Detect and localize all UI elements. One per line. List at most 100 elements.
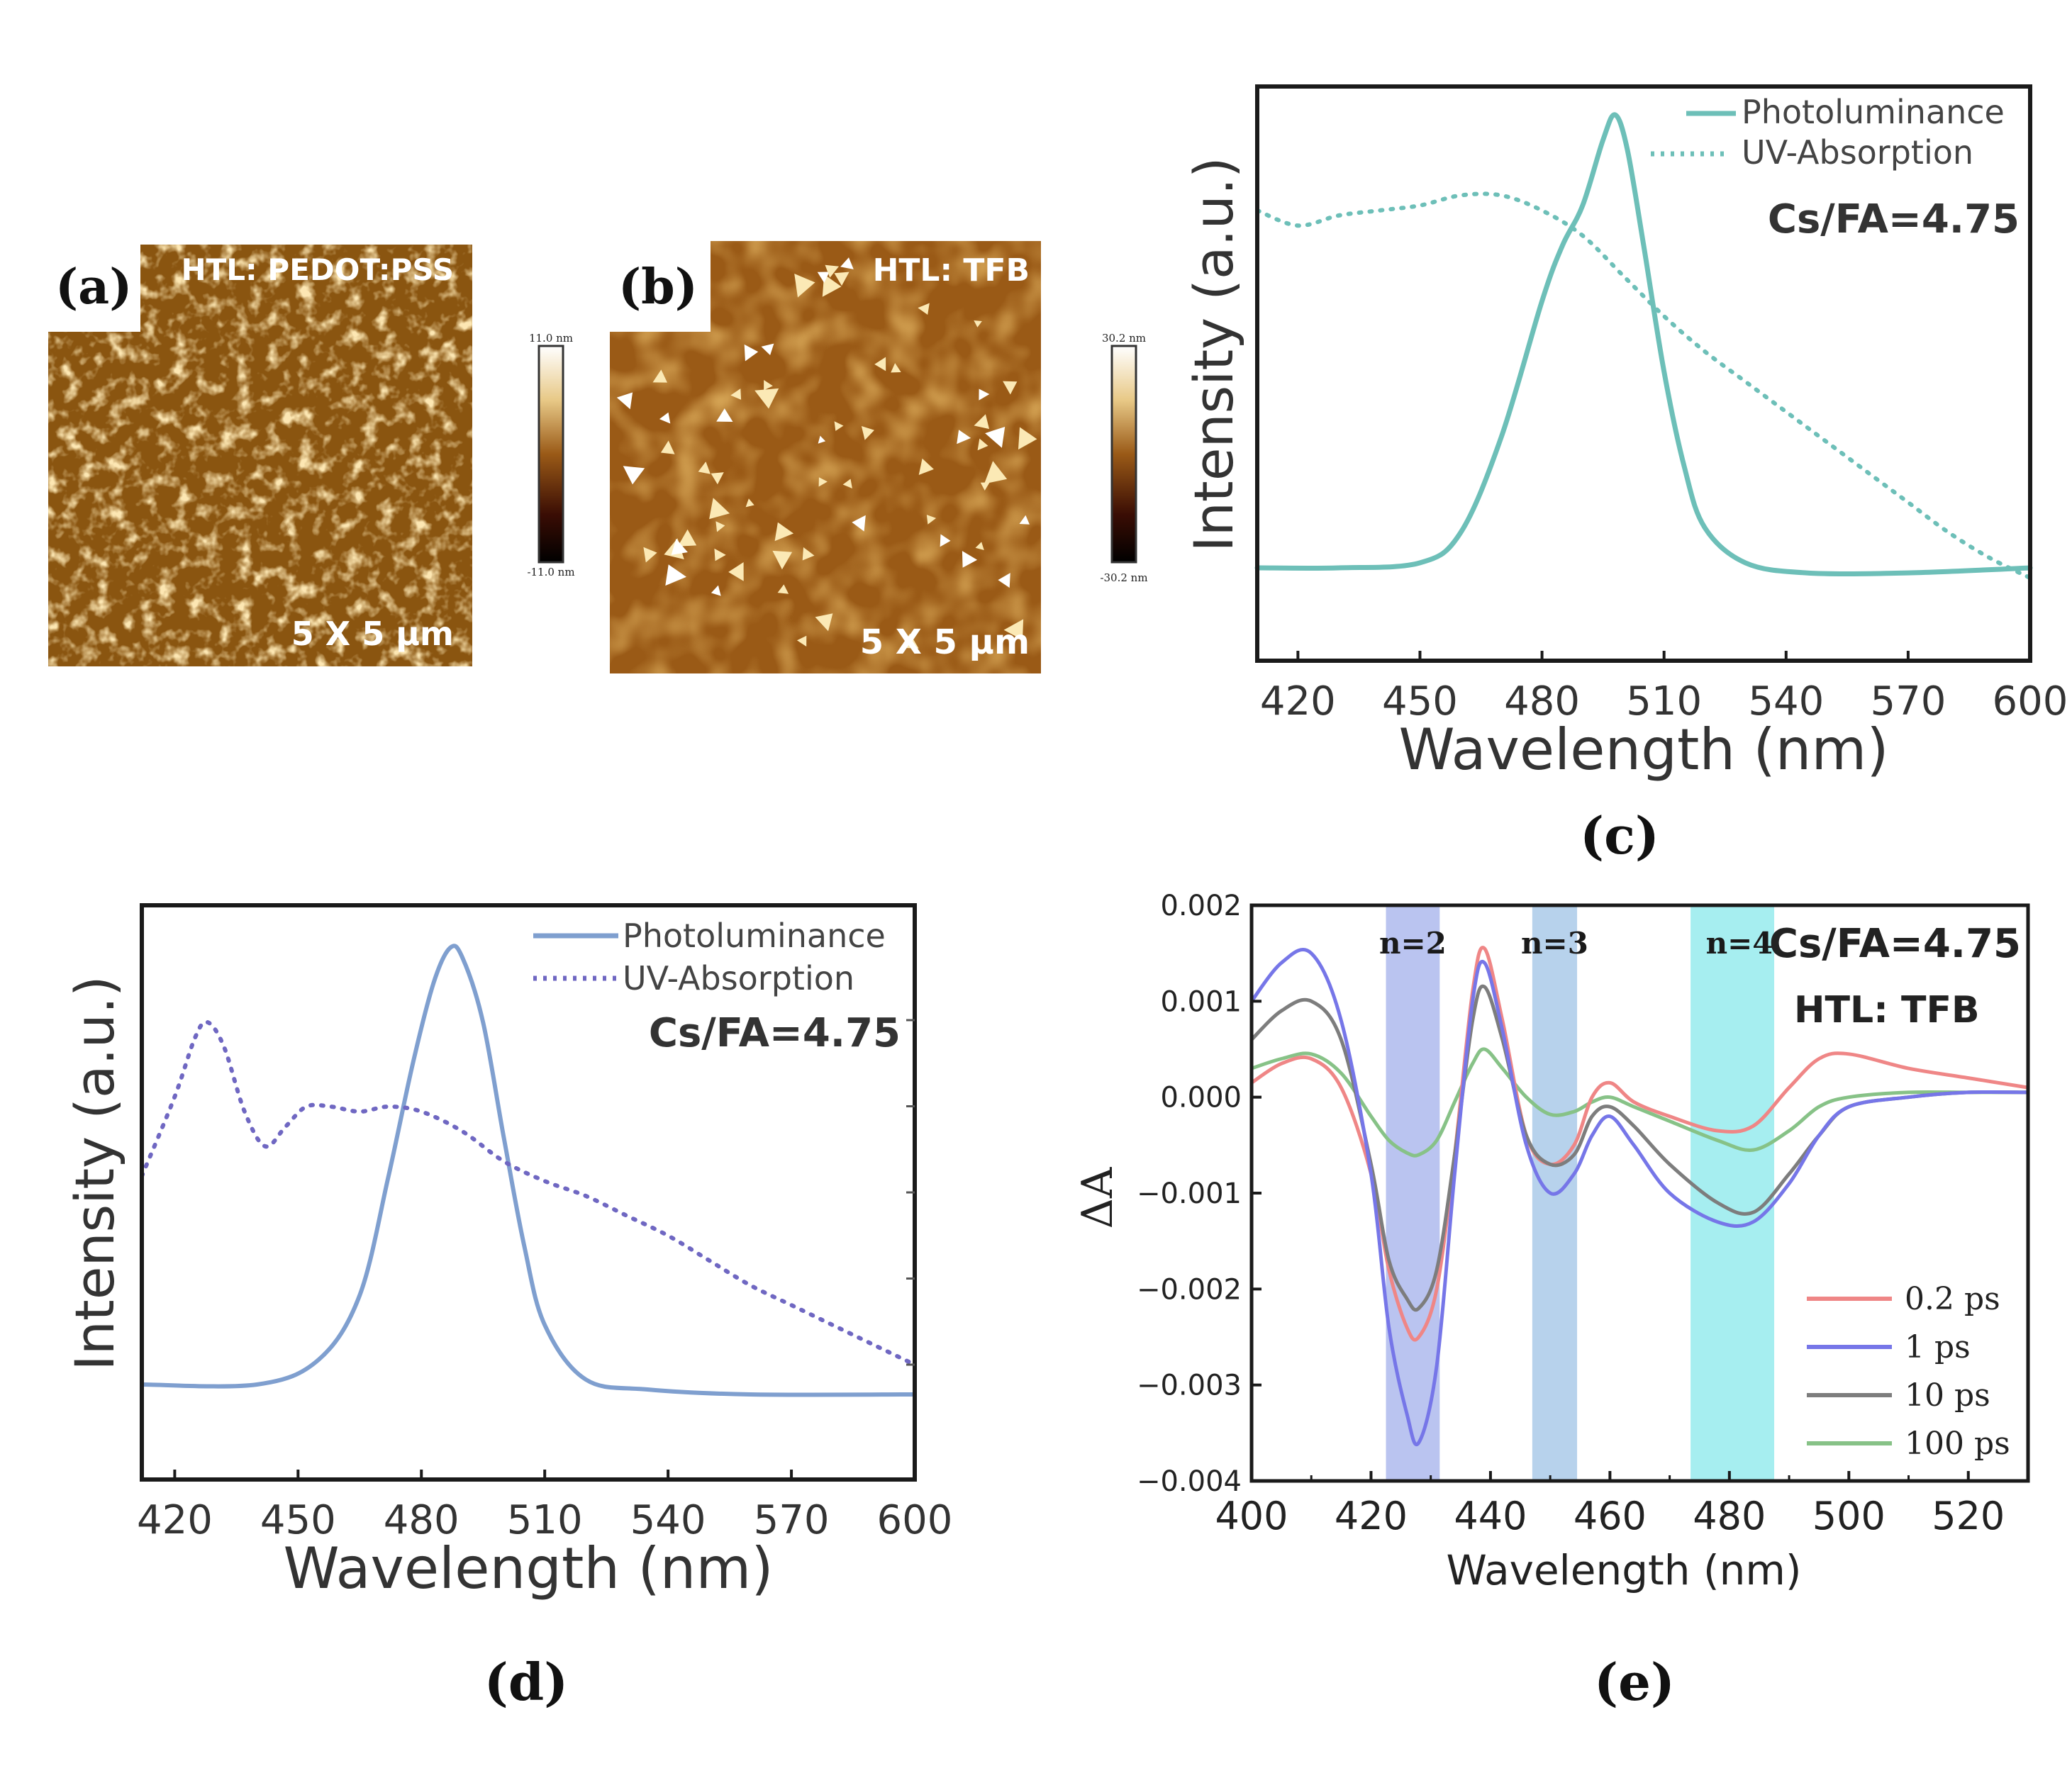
afm-grain [623, 466, 645, 485]
x-tick-label-d-6: 600 [877, 1497, 953, 1543]
afm-grain [643, 547, 657, 563]
band-label-n-2: n=2 [1379, 926, 1447, 961]
x-tick-label-e-4: 480 [1693, 1494, 1766, 1538]
afm-grain [825, 264, 839, 278]
legend-c-abs-label: UV-Absorption [1742, 133, 1973, 172]
afm-grain [957, 430, 971, 444]
afm-grain [660, 440, 675, 454]
x-tick-label-c-0: 420 [1260, 678, 1336, 725]
y-tick-label-e-0: 0.002 [1160, 890, 1242, 922]
afm-grain [834, 272, 850, 286]
y-tick-label-e-4: −0.002 [1137, 1273, 1242, 1306]
afm-grain [774, 522, 794, 542]
chart-e-annotation-1: Cs/FA=4.75 [1769, 921, 2021, 967]
afm-grain [794, 274, 815, 298]
afm-grain [754, 388, 779, 409]
x-tick-label-d-3: 510 [507, 1497, 583, 1543]
chart-e-plot [1250, 946, 2029, 1446]
x-tick-label-d-2: 480 [384, 1497, 459, 1543]
series-d-photoluminance [140, 944, 917, 1397]
colorbar-a-bottom: -11.0 nm [527, 566, 574, 578]
y-tick-label-e-2: 0.000 [1160, 1082, 1242, 1114]
y-tick-label-e-5: −0.003 [1137, 1370, 1242, 1402]
colorbar-b-bottom: -30.2 nm [1100, 571, 1147, 584]
afm-grain [998, 573, 1010, 588]
colorbar-b [1110, 345, 1137, 564]
series-e-100-ps [1251, 1047, 2028, 1158]
x-tick-label-c-5: 570 [1870, 678, 1946, 725]
series-c-uv-absorption [1255, 191, 2032, 581]
legend-d-abs-label: UV-Absorption [623, 959, 854, 997]
afm-grain [979, 388, 990, 401]
afm-grain [714, 548, 726, 561]
afm-grains-b [616, 247, 1037, 649]
afm-grain [891, 363, 901, 373]
chart-e-annotation-2: HTL: TFB [1794, 989, 1980, 1031]
chart-d-x-ticks: 420 450 480 510 540 570 600 [137, 1019, 953, 1543]
afm-grain [984, 461, 1008, 484]
afm-grain [802, 547, 815, 561]
afm-grain [861, 426, 874, 440]
afm-panel-b: (b) HTL: TFB 5 X 5 μm 30.2 nm -30.2 nm [610, 241, 1148, 673]
band-n-2 [1386, 905, 1440, 1481]
afm-grain [796, 635, 807, 647]
x-tick-label-c-1: 450 [1382, 678, 1458, 725]
afm-grain [834, 421, 844, 431]
afm-grain [728, 562, 744, 581]
afm-title-b: HTL: TFB [873, 252, 1030, 289]
chart-d-panel-label: (d) [484, 1652, 568, 1712]
y-tick-label-e-3: −0.001 [1137, 1178, 1242, 1210]
afm-panel-a: (a) HTL: PEDOT:PSS 5 X 5 μm 11.0 nm -11.… [48, 245, 575, 666]
x-tick-label-e-6: 520 [1932, 1494, 2005, 1538]
afm-grain [977, 438, 988, 451]
chart-d-ylabel: Intensity (a.u.) [63, 975, 126, 1370]
afm-grain [1018, 427, 1037, 450]
afm-grain [980, 482, 990, 491]
chart-c-frame [1255, 84, 2032, 663]
afm-grain [715, 521, 725, 532]
x-tick-label-d-5: 570 [754, 1497, 830, 1543]
afm-grain [874, 357, 886, 371]
x-tick-label-c-3: 510 [1626, 678, 1702, 725]
chart-e-ylabel: ΔA [1073, 1167, 1123, 1229]
chart-e-x-ticks: 400 420 440 460 480 500 520 [1215, 1471, 2029, 1538]
chart-e-panel-label: (e) [1594, 1652, 1675, 1712]
afm-grain [918, 458, 934, 475]
series-e-1-ps [1250, 947, 2029, 1446]
afm-grain [659, 412, 671, 424]
afm-grain [842, 479, 852, 488]
afm-title-a: HTL: PEDOT:PSS [181, 252, 454, 287]
afm-grain [852, 515, 866, 532]
band-label-n-4: n=4 [1706, 926, 1773, 961]
x-tick-label-e-3: 460 [1574, 1494, 1647, 1538]
afm-grain [818, 477, 828, 487]
afm-grain [974, 414, 989, 430]
afm-grain [975, 542, 984, 550]
afm-letter-b: (b) [618, 259, 698, 315]
afm-grain [962, 551, 978, 568]
afm-grain [940, 534, 951, 547]
afm-grain [698, 462, 711, 474]
x-tick-label-e-5: 500 [1812, 1494, 1886, 1538]
afm-grain [974, 320, 982, 328]
chart-c-xlabel: Wavelength (nm) [1398, 717, 1888, 783]
x-tick-label-e-1: 420 [1335, 1494, 1408, 1538]
chart-d: 420 450 480 510 540 570 600 Wavelength (nm) In… [63, 903, 953, 1712]
chart-c-plot [1254, 112, 2033, 581]
afm-scale-b: 5 X 5 μm [860, 622, 1030, 662]
afm-grain [677, 529, 697, 547]
x-tick-label-e-2: 440 [1454, 1494, 1527, 1538]
chart-d-xlabel: Wavelength (nm) [283, 1536, 773, 1601]
afm-grain [777, 584, 789, 594]
afm-grain [711, 585, 721, 596]
afm-grain [985, 427, 1006, 448]
legend-d-pl-label: Photoluminance [623, 917, 886, 955]
legend-c-pl-label: Photoluminance [1742, 93, 2005, 131]
chart-e-xlabel: Wavelength (nm) [1446, 1546, 1801, 1594]
afm-grain [730, 388, 742, 400]
y-tick-label-e-1: 0.001 [1160, 985, 1242, 1018]
afm-letter-a: (a) [55, 259, 132, 315]
series-d-uv-absorption [140, 1019, 917, 1367]
afm-grain [840, 257, 854, 269]
